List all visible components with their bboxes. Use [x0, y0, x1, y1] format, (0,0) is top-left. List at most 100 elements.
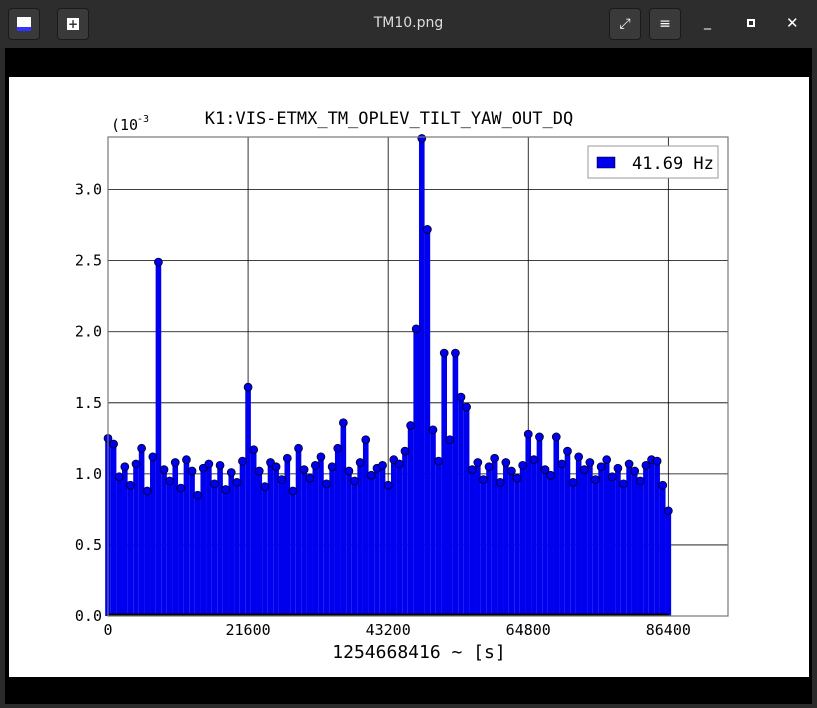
marker: [137, 443, 146, 453]
marker: [546, 470, 556, 480]
marker: [467, 465, 477, 474]
y-multiplier-exponent: -3: [137, 114, 149, 125]
x-tick-label: 43200: [366, 621, 411, 639]
marker: [249, 445, 259, 455]
marker: [299, 465, 309, 474]
marker: [423, 225, 432, 234]
marker: [540, 465, 550, 474]
marker: [182, 455, 191, 464]
marker: [658, 480, 668, 490]
marker: [624, 459, 634, 469]
marker: [154, 257, 163, 267]
marker: [204, 459, 214, 469]
marker: [518, 460, 527, 470]
y-tick-label: 2.5: [75, 252, 102, 270]
marker: [523, 429, 533, 439]
title-bar: + TM10.png ⤢ ≡ _ ✕: [0, 0, 817, 48]
marker: [271, 462, 281, 472]
marker: [226, 468, 236, 477]
x-tick-label: 86400: [646, 621, 691, 639]
marker: [445, 435, 455, 445]
window-title: TM10.png: [373, 15, 444, 31]
marker: [215, 460, 225, 470]
marker: [596, 462, 606, 472]
marker: [400, 446, 410, 456]
marker: [428, 425, 438, 435]
marker: [535, 432, 544, 442]
marker: [159, 465, 169, 474]
marker: [260, 482, 270, 492]
app-icon[interactable]: [8, 8, 40, 40]
marker: [652, 456, 662, 466]
close-button[interactable]: ✕: [786, 14, 799, 32]
marker: [529, 455, 539, 464]
marker: [585, 458, 595, 467]
marker: [613, 463, 623, 473]
marker: [411, 324, 421, 334]
x-tick-label: 0: [103, 621, 112, 639]
marker: [254, 466, 264, 476]
marker: [479, 475, 488, 484]
marker: [165, 476, 174, 486]
marker: [120, 462, 130, 472]
menu-button[interactable]: ≡: [649, 8, 681, 40]
marker: [607, 472, 617, 482]
y-multiplier: (10: [111, 116, 138, 134]
marker: [568, 478, 578, 487]
marker: [602, 455, 612, 464]
fullscreen-button[interactable]: ⤢: [609, 8, 641, 40]
marker: [417, 134, 427, 143]
marker: [591, 475, 600, 484]
marker: [501, 458, 511, 467]
x-axis-label: 1254668416 ~ [s]: [332, 642, 505, 663]
marker: [490, 453, 499, 463]
marker: [462, 402, 471, 412]
marker: [109, 439, 118, 449]
marker: [243, 382, 253, 392]
marker: [114, 472, 124, 482]
y-tick-label: 1.5: [75, 394, 102, 412]
maximize-button[interactable]: [747, 19, 755, 27]
y-tick-label: 0.0: [75, 607, 102, 625]
marker: [619, 479, 628, 489]
minimize-button[interactable]: _: [704, 14, 711, 30]
marker: [383, 480, 393, 490]
marker: [406, 421, 415, 430]
marker: [574, 452, 584, 462]
marker: [333, 443, 343, 453]
marker: [641, 460, 651, 470]
marker: [630, 466, 640, 476]
marker: [142, 486, 152, 496]
marker: [507, 466, 516, 476]
marker: [322, 479, 331, 489]
marker: [495, 478, 505, 487]
marker: [579, 465, 589, 474]
marker: [451, 348, 460, 358]
plot-frame: [107, 136, 729, 617]
legend-label: 41.69 Hz: [632, 154, 714, 174]
y-tick-label: 0.5: [75, 536, 102, 554]
chart-title: K1:VIS-ETMX_TM_OPLEV_TILT_YAW_OUT_DQ: [205, 109, 573, 129]
marker: [635, 476, 645, 486]
marker: [316, 452, 326, 462]
marker: [187, 466, 197, 476]
marker: [170, 458, 180, 467]
marker: [232, 478, 242, 487]
marker: [193, 490, 203, 500]
marker: [221, 485, 231, 494]
marker: [338, 418, 348, 428]
marker: [378, 460, 387, 470]
new-button[interactable]: +: [57, 8, 89, 40]
marker: [484, 462, 494, 472]
marker: [350, 476, 359, 486]
marker: [355, 458, 365, 467]
marker: [131, 459, 141, 469]
marker: [563, 446, 572, 456]
marker: [551, 432, 561, 442]
marker: [148, 452, 158, 462]
y-tick-label: 2.0: [75, 323, 102, 341]
marker: [305, 473, 315, 483]
marker: [395, 459, 404, 469]
marker: [367, 470, 376, 480]
